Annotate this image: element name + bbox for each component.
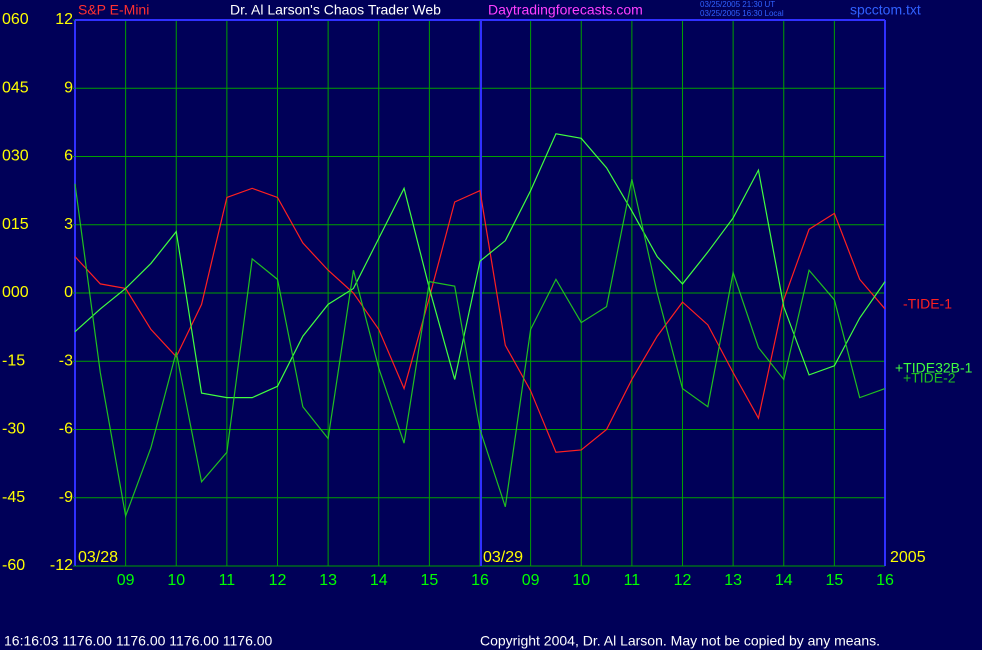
y2-tick-label: -60 bbox=[2, 557, 25, 574]
x-tick-label: 16 bbox=[471, 572, 489, 589]
legend-entry: -TIDE-1 bbox=[903, 296, 952, 312]
y-tick-label: 12 bbox=[55, 11, 73, 28]
x-tick-label: 16 bbox=[876, 572, 894, 589]
x-tick-label: 13 bbox=[724, 572, 742, 589]
legend-entry: +TIDE32B-1 bbox=[895, 360, 973, 376]
date-label: 03/28 bbox=[78, 549, 118, 566]
y-tick-label: 6 bbox=[64, 148, 73, 165]
timestamp-ut: 03/25/2005 21:30 UT bbox=[700, 0, 775, 9]
y-tick-label: 9 bbox=[64, 79, 73, 96]
x-tick-label: 11 bbox=[624, 572, 641, 589]
y-tick-label: 3 bbox=[64, 216, 73, 233]
x-tick-label: 09 bbox=[522, 572, 540, 589]
y2-tick-label: -15 bbox=[2, 352, 25, 369]
x-tick-label: 10 bbox=[167, 572, 185, 589]
y-tick-label: -6 bbox=[59, 421, 73, 438]
y-tick-label: 0 bbox=[64, 284, 73, 301]
series-line bbox=[74, 179, 886, 519]
x-tick-label: 10 bbox=[572, 572, 590, 589]
y2-tick-label: 015 bbox=[2, 216, 29, 233]
date-label: 2005 bbox=[890, 549, 926, 566]
file-name: spcctom.txt bbox=[850, 2, 921, 18]
y2-tick-label: 045 bbox=[2, 79, 29, 96]
x-tick-label: 12 bbox=[269, 572, 287, 589]
y2-tick-label: 000 bbox=[2, 284, 29, 301]
x-tick-label: 11 bbox=[219, 572, 236, 589]
x-tick-label: 12 bbox=[674, 572, 692, 589]
series-line bbox=[74, 187, 886, 453]
chart-title: Dr. Al Larson's Chaos Trader Web bbox=[230, 2, 441, 18]
legend-entry: +TIDE-2 bbox=[903, 370, 956, 386]
timestamp-local: 03/25/2005 16:30 Local bbox=[700, 9, 784, 18]
y2-tick-label: -30 bbox=[2, 421, 25, 438]
x-tick-label: 14 bbox=[775, 572, 793, 589]
status-line: 16:16:03 1176.00 1176.00 1176.00 1176.00 bbox=[4, 633, 273, 649]
instrument: S&P E-Mini bbox=[78, 2, 149, 18]
x-tick-label: 09 bbox=[117, 572, 135, 589]
y-tick-label: -3 bbox=[59, 352, 73, 369]
series-line bbox=[74, 133, 886, 399]
y2-tick-label: -45 bbox=[2, 489, 25, 506]
x-tick-label: 15 bbox=[825, 572, 843, 589]
x-tick-label: 14 bbox=[370, 572, 388, 589]
y2-tick-label: 030 bbox=[2, 148, 29, 165]
y-tick-label: -9 bbox=[59, 489, 73, 506]
x-tick-label: 13 bbox=[319, 572, 337, 589]
x-tick-label: 15 bbox=[420, 572, 438, 589]
site: Daytradingforecasts.com bbox=[488, 2, 643, 18]
date-label: 03/29 bbox=[483, 549, 523, 566]
y2-tick-label: 060 bbox=[2, 11, 29, 28]
copyright: Copyright 2004, Dr. Al Larson. May not b… bbox=[480, 633, 880, 649]
y-tick-label: -12 bbox=[50, 557, 73, 574]
